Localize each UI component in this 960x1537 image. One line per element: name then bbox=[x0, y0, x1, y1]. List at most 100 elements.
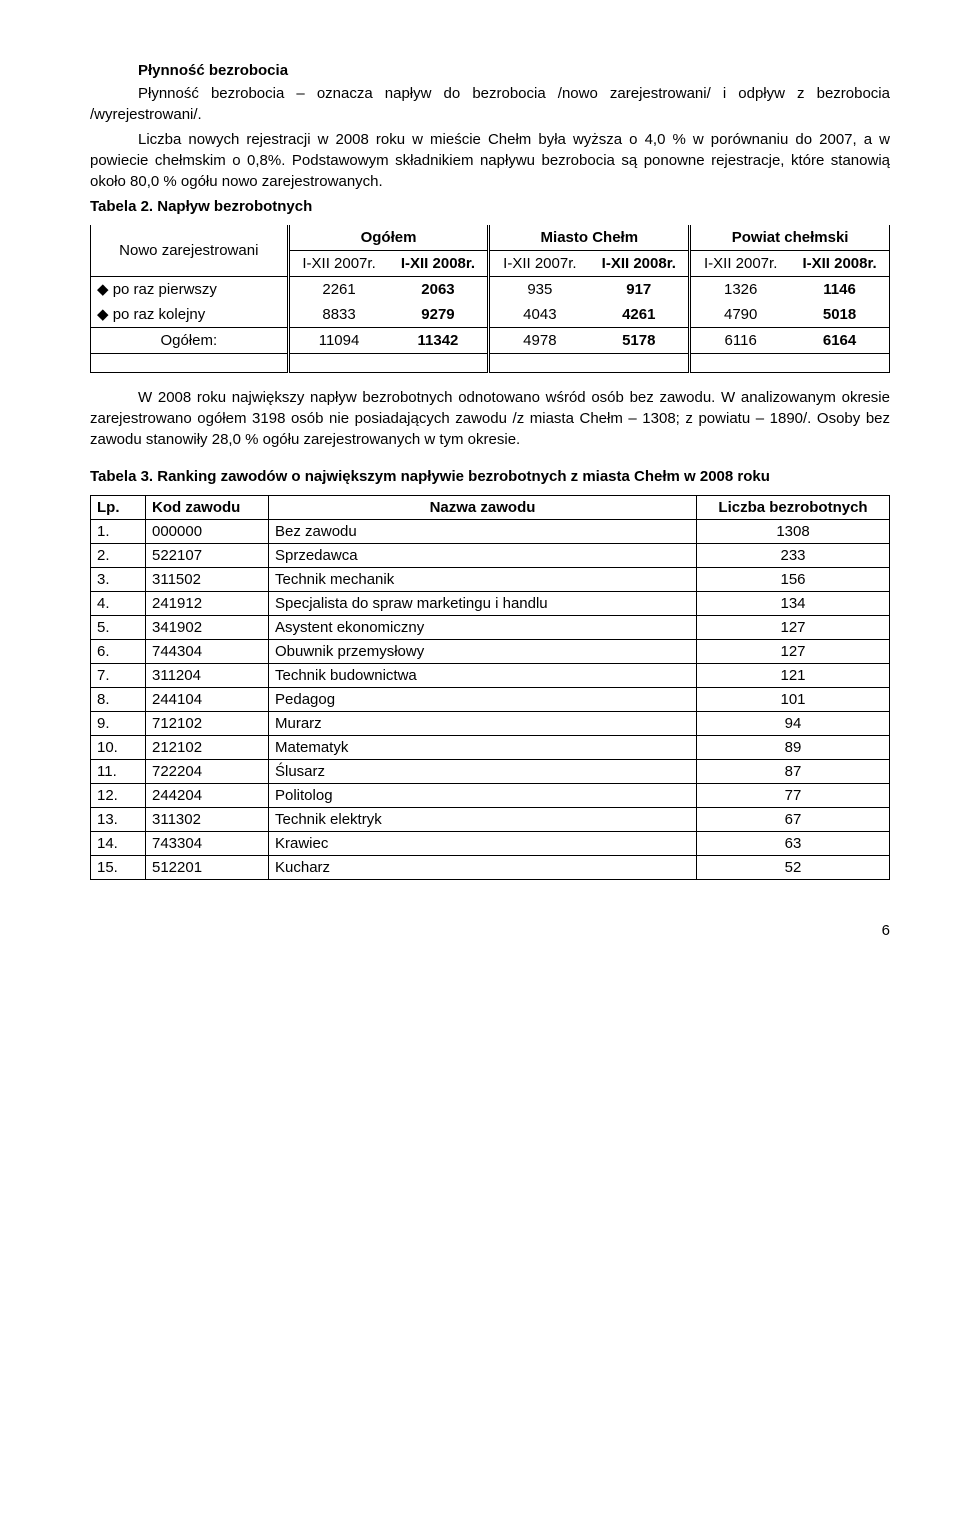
table-row: 9.712102Murarz94 bbox=[91, 712, 890, 736]
t3-liczba: 121 bbox=[697, 664, 890, 688]
table3-caption: Tabela 3. Ranking zawodów o największym … bbox=[148, 466, 890, 487]
t2-r1-v1: 9279 bbox=[389, 302, 489, 328]
t3-lp: 9. bbox=[91, 712, 146, 736]
table-row: 14.743304Krawiec63 bbox=[91, 832, 890, 856]
t3-lp: 15. bbox=[91, 856, 146, 880]
table-row: 2.522107Sprzedawca233 bbox=[91, 544, 890, 568]
t3-kod: 722204 bbox=[146, 760, 269, 784]
t3-lp: 12. bbox=[91, 784, 146, 808]
t2-r0-v3: 917 bbox=[589, 277, 689, 303]
t3-lp: 10. bbox=[91, 736, 146, 760]
t2-group-miasto: Miasto Chełm bbox=[489, 225, 690, 251]
table-row: 11.722204Ślusarz87 bbox=[91, 760, 890, 784]
t2-row: ◆ po raz kolejny 8833 9279 4043 4261 479… bbox=[91, 302, 890, 328]
table-row: 10.212102Matematyk89 bbox=[91, 736, 890, 760]
t3-kod: 000000 bbox=[146, 520, 269, 544]
t3-kod: 241912 bbox=[146, 592, 269, 616]
t2-h-07b: I-XII 2007r. bbox=[503, 255, 576, 272]
t3-kod: 311204 bbox=[146, 664, 269, 688]
t3-lp: 6. bbox=[91, 640, 146, 664]
table2-caption: Tabela 2. Napływ bezrobotnych bbox=[90, 196, 890, 217]
table-row: 6.744304Obuwnik przemysłowy127 bbox=[91, 640, 890, 664]
t2-r0-label: po raz pierwszy bbox=[113, 281, 217, 298]
table-row: 13.311302Technik elektryk67 bbox=[91, 808, 890, 832]
t2-r1-v5: 5018 bbox=[790, 302, 889, 328]
t2-r2-v5: 6164 bbox=[790, 328, 889, 354]
t3-liczba: 101 bbox=[697, 688, 890, 712]
t3-lp: 4. bbox=[91, 592, 146, 616]
t3-nazwa: Technik mechanik bbox=[269, 568, 697, 592]
t2-r2-v2: 4978 bbox=[489, 328, 589, 354]
t2-r1-v0: 8833 bbox=[288, 302, 388, 328]
t2-r1-label: po raz kolejny bbox=[113, 306, 206, 323]
t2-r2-label: Ogółem: bbox=[91, 328, 289, 354]
t2-row: Ogółem: 11094 11342 4978 5178 6116 6164 bbox=[91, 328, 890, 354]
table-row: 3.311502Technik mechanik156 bbox=[91, 568, 890, 592]
t3-liczba: 127 bbox=[697, 616, 890, 640]
t3-liczba: 134 bbox=[697, 592, 890, 616]
t3-kod: 712102 bbox=[146, 712, 269, 736]
t3-liczba: 233 bbox=[697, 544, 890, 568]
t3-kod: 244104 bbox=[146, 688, 269, 712]
t2-group-ogolem: Ogółem bbox=[288, 225, 489, 251]
t3-h-lp: Lp. bbox=[91, 496, 146, 520]
t3-nazwa: Matematyk bbox=[269, 736, 697, 760]
t3-lp: 2. bbox=[91, 544, 146, 568]
t2-r1-v3: 4261 bbox=[589, 302, 689, 328]
t3-lp: 13. bbox=[91, 808, 146, 832]
t3-kod: 212102 bbox=[146, 736, 269, 760]
t3-liczba: 52 bbox=[697, 856, 890, 880]
t3-kod: 311502 bbox=[146, 568, 269, 592]
t2-r1-v4: 4790 bbox=[690, 302, 790, 328]
t3-liczba: 94 bbox=[697, 712, 890, 736]
t3-lp: 5. bbox=[91, 616, 146, 640]
t3-liczba: 63 bbox=[697, 832, 890, 856]
t2-r0-v0: 2261 bbox=[288, 277, 388, 303]
t2-r0-v2: 935 bbox=[489, 277, 589, 303]
t2-r2-v4: 6116 bbox=[690, 328, 790, 354]
t3-nazwa: Pedagog bbox=[269, 688, 697, 712]
t2-r0-v1: 2063 bbox=[389, 277, 489, 303]
t2-r2-v3: 5178 bbox=[589, 328, 689, 354]
t2-h-08b: I-XII 2008r. bbox=[602, 255, 676, 272]
t3-nazwa: Murarz bbox=[269, 712, 697, 736]
t2-h-08a: I-XII 2008r. bbox=[401, 255, 475, 272]
t2-rowlabel-header: Nowo zarejestrowani bbox=[119, 242, 258, 259]
t3-nazwa: Obuwnik przemysłowy bbox=[269, 640, 697, 664]
t3-lp: 8. bbox=[91, 688, 146, 712]
t3-liczba: 127 bbox=[697, 640, 890, 664]
t3-lp: 7. bbox=[91, 664, 146, 688]
t2-group-powiat: Powiat chełmski bbox=[690, 225, 890, 251]
t3-nazwa: Krawiec bbox=[269, 832, 697, 856]
t3-nazwa: Specjalista do spraw marketingu i handlu bbox=[269, 592, 697, 616]
t2-r1-v2: 4043 bbox=[489, 302, 589, 328]
table-row: 15.512201Kucharz52 bbox=[91, 856, 890, 880]
t3-kod: 743304 bbox=[146, 832, 269, 856]
t3-lp: 1. bbox=[91, 520, 146, 544]
t2-h-07a: I-XII 2007r. bbox=[302, 255, 375, 272]
table-inflow: Nowo zarejestrowani Ogółem Miasto Chełm … bbox=[90, 225, 890, 373]
t3-liczba: 89 bbox=[697, 736, 890, 760]
t3-kod: 522107 bbox=[146, 544, 269, 568]
t3-liczba: 87 bbox=[697, 760, 890, 784]
t2-r2-v0: 11094 bbox=[288, 328, 388, 354]
t2-row: ◆ po raz pierwszy 2261 2063 935 917 1326… bbox=[91, 277, 890, 303]
t3-kod: 341902 bbox=[146, 616, 269, 640]
t3-h-nazwa: Nazwa zawodu bbox=[269, 496, 697, 520]
page-number: 6 bbox=[90, 920, 890, 941]
t3-lp: 11. bbox=[91, 760, 146, 784]
table-row: 1.000000Bez zawodu1308 bbox=[91, 520, 890, 544]
table-row: 12.244204Politolog77 bbox=[91, 784, 890, 808]
table-row: 5.341902Asystent ekonomiczny127 bbox=[91, 616, 890, 640]
t3-lp: 3. bbox=[91, 568, 146, 592]
table-row: 8.244104Pedagog101 bbox=[91, 688, 890, 712]
t3-nazwa: Ślusarz bbox=[269, 760, 697, 784]
t2-r0-v5: 1146 bbox=[790, 277, 889, 303]
t3-kod: 244204 bbox=[146, 784, 269, 808]
t3-kod: 512201 bbox=[146, 856, 269, 880]
t3-nazwa: Kucharz bbox=[269, 856, 697, 880]
t2-r0-v4: 1326 bbox=[690, 277, 790, 303]
t3-liczba: 77 bbox=[697, 784, 890, 808]
t3-kod: 311302 bbox=[146, 808, 269, 832]
t3-kod: 744304 bbox=[146, 640, 269, 664]
